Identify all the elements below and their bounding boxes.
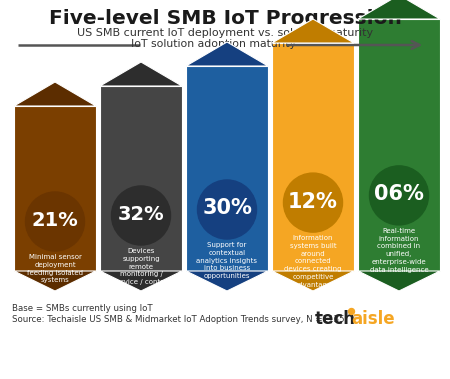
Text: Information
systems built
around
connected
devices creating
competitive
advantag: Information systems built around connect…	[284, 235, 342, 288]
Circle shape	[348, 309, 355, 315]
Circle shape	[26, 192, 85, 251]
Polygon shape	[186, 42, 268, 66]
Circle shape	[198, 180, 256, 239]
Circle shape	[112, 186, 171, 245]
Text: Source: Techaisle US SMB & Midmarket IoT Adoption Trends survey, N =1135: Source: Techaisle US SMB & Midmarket IoT…	[12, 315, 345, 324]
Text: Minimal sensor
deployment
feeding isolated
systems: Minimal sensor deployment feeding isolat…	[27, 254, 83, 283]
Text: aisle: aisle	[351, 310, 395, 328]
Text: US SMB current IoT deployment vs. solution maturity: US SMB current IoT deployment vs. soluti…	[77, 28, 373, 38]
Text: 32%: 32%	[118, 205, 164, 224]
Text: IoT solution adoption maturity: IoT solution adoption maturity	[130, 39, 296, 49]
Text: Devices
supporting
remote
monitoring /
service / control: Devices supporting remote monitoring / s…	[113, 248, 169, 285]
Polygon shape	[272, 43, 354, 271]
Circle shape	[369, 166, 428, 225]
Polygon shape	[14, 82, 96, 106]
Text: tech: tech	[315, 310, 356, 328]
Polygon shape	[14, 271, 96, 291]
Text: Support for
contextual
analytics insights
into business
opportunities: Support for contextual analytics insight…	[197, 242, 257, 279]
Circle shape	[284, 173, 342, 232]
Polygon shape	[186, 271, 268, 291]
Polygon shape	[272, 19, 354, 43]
Polygon shape	[100, 86, 182, 271]
Text: 21%: 21%	[32, 211, 78, 230]
Polygon shape	[358, 271, 440, 291]
Polygon shape	[100, 271, 182, 291]
Text: Five-level SMB IoT Progression: Five-level SMB IoT Progression	[49, 9, 401, 28]
Text: Real-time
information
combined in
unified,
enterprise-wide
data intelligence: Real-time information combined in unifie…	[370, 228, 428, 273]
Polygon shape	[100, 62, 182, 86]
Polygon shape	[272, 271, 354, 291]
Text: 06%: 06%	[374, 185, 424, 204]
Text: 30%: 30%	[202, 199, 252, 219]
Polygon shape	[358, 0, 440, 19]
Polygon shape	[358, 19, 440, 271]
Text: 12%: 12%	[288, 192, 338, 211]
Polygon shape	[14, 106, 96, 271]
Polygon shape	[186, 66, 268, 271]
Text: Base = SMBs currently using IoT: Base = SMBs currently using IoT	[12, 304, 153, 313]
